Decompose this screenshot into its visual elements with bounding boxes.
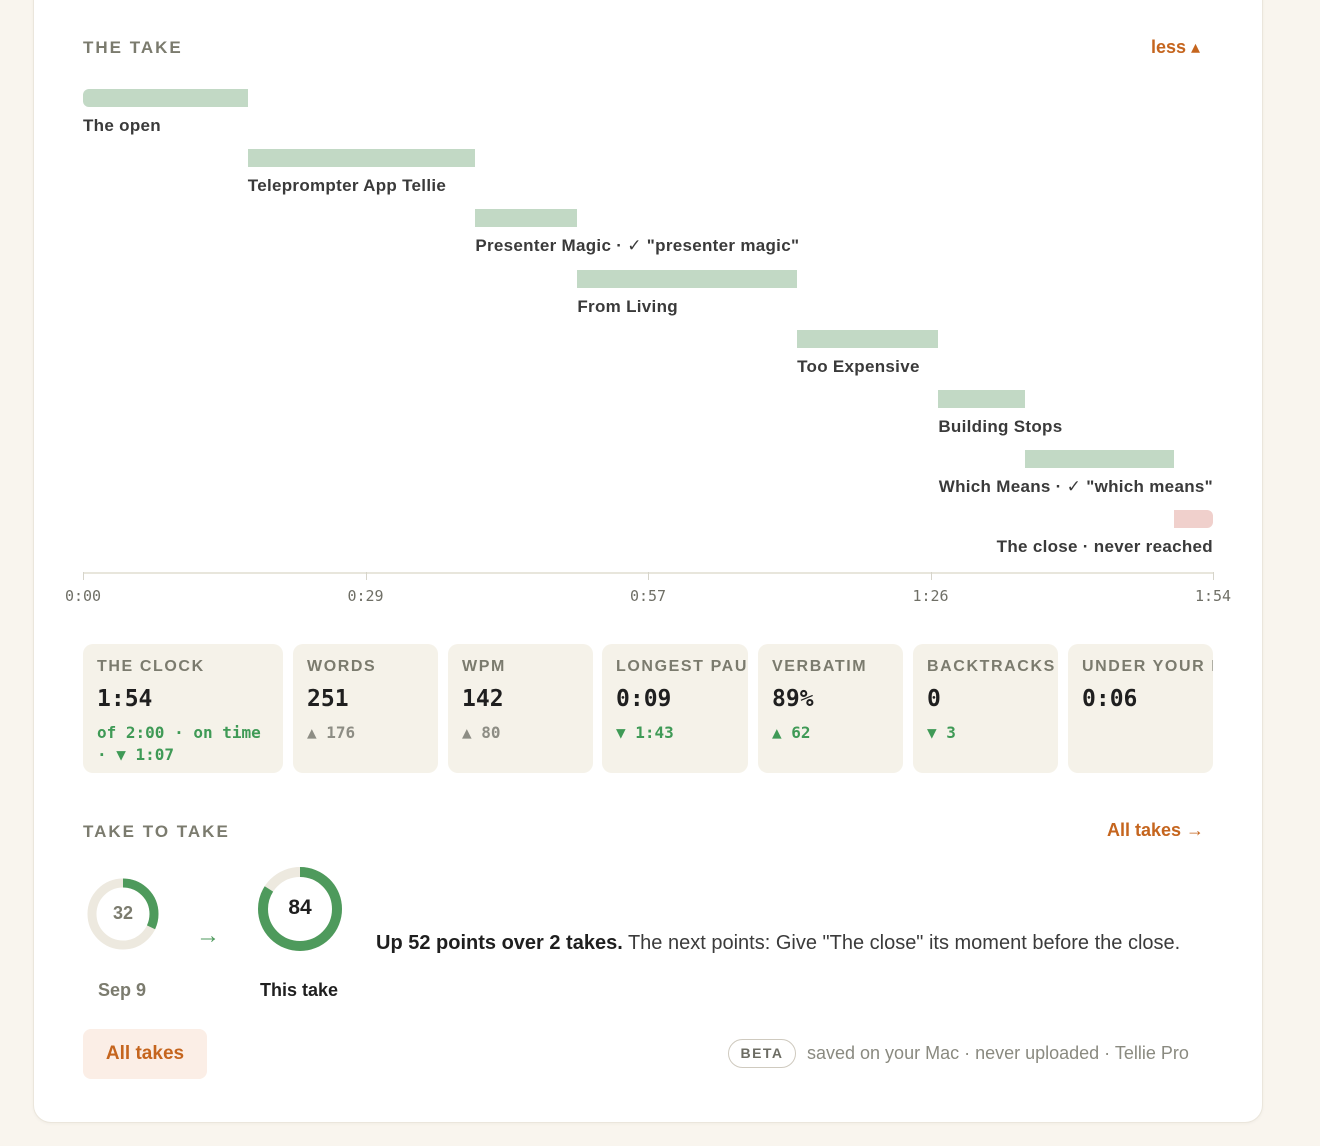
stat-value: 251 [307,686,349,712]
timeline-segment-bar[interactable] [475,209,578,227]
less-toggle-link[interactable]: less ▴ [1151,37,1201,57]
timeline-segment-bar[interactable] [577,270,798,288]
stat-delta: ▲ 80 [462,723,501,742]
stat-delta: ▲ 176 [307,723,356,742]
previous-ring-progress [87,878,159,950]
storage-note: saved on your Mac · never uploaded · Tel… [807,1043,1189,1063]
axis-tick-mark [648,572,649,580]
stat-card: VERBATIM 89% ▲ 62 [758,644,903,773]
timeline-segment-label: The close · never reached [996,537,1213,556]
beta-badge: BETA [728,1039,796,1068]
stat-card: BACKTRACKS 0 ▼ 3 [913,644,1058,773]
take-report-card [33,0,1263,1123]
all-takes-link[interactable]: All takes → [1107,820,1205,840]
previous-take-date: Sep 9 [97,980,147,1000]
timeline-segment-label: Building Stops [938,417,1063,436]
stat-card: LONGEST PAUSE 0:09 ▼ 1:43 [602,644,748,773]
timeline-segment-label: Presenter Magic · ✓ "presenter magic" [475,236,800,255]
all-takes-button[interactable]: All takes [83,1029,207,1079]
stat-delta: ▲ 62 [772,723,811,742]
summary-advice: The next points: Give "The close" its mo… [622,932,1181,954]
stat-card: THE CLOCK 1:54 of 2:00 · on time · ▼ 1:07 [83,644,283,773]
timeline-segment-bar[interactable] [938,390,1025,408]
axis-tick-label: 0:00 [64,587,102,605]
axis-tick-label: 0:29 [347,587,384,605]
timeline-segment-bar[interactable] [247,149,476,167]
stat-value: 0 [927,686,941,712]
stat-delta: ▼ 3 [927,723,956,742]
stat-label: LONGEST PAUSE [616,658,748,675]
stat-delta: ▼ 1:43 [616,723,674,742]
current-ring-progress [258,867,342,951]
timeline-segment-label: Too Expensive [797,357,920,376]
axis-tick-mark [1213,572,1214,580]
stat-value: 1:54 [97,686,153,712]
timeline-segment-bar[interactable] [83,89,248,107]
axis-tick-mark [83,572,84,580]
stat-label: THE CLOCK [97,658,205,675]
current-ring-svg [258,867,342,951]
axis-tick-mark [930,572,932,580]
stat-card: UNDER YOUR LIMIT 0:06 [1068,644,1213,773]
current-take-caption: This take [259,980,339,1000]
timeline-segment-label: From Living [577,297,678,316]
stat-value: 0:06 [1082,686,1138,712]
previous-ring-svg [87,878,159,950]
stat-label: WORDS [307,658,377,675]
stat-card: WORDS 251 ▲ 176 [293,644,438,773]
axis-tick-mark [365,572,367,580]
stat-card: WPM 142 ▲ 80 [448,644,593,773]
timeline-segment-bar[interactable] [797,330,939,348]
current-take-score-ring: 84 [256,865,344,953]
previous-score: 32 [112,903,134,923]
axis-tick-label: 1:26 [912,587,949,605]
take-to-take-title: TAKE TO TAKE [83,822,230,841]
stat-delta: of 2:00 · on time · ▼ 1:07 [97,723,261,764]
timeline-segment-bar[interactable] [1173,510,1213,528]
previous-take-score-ring: 32 [85,876,161,952]
summary-headline: Up 52 points over 2 takes. [376,932,623,954]
improvement-summary: Up 52 points over 2 takes. The next poin… [376,926,1206,961]
current-score: 84 [288,896,312,919]
stat-label: WPM [462,658,506,675]
timeline-segment-label: Teleprompter App Tellie [247,176,447,195]
stat-value: 0:09 [616,686,672,712]
timeline-segment-label: The open [83,116,161,135]
take-section-title: THE TAKE [83,38,183,57]
timeline-segment-bar[interactable] [1024,450,1174,468]
stat-value: 142 [462,686,504,712]
stat-label: VERBATIM [772,658,868,675]
axis-tick-label: 0:57 [629,587,667,605]
arrow-right-icon: → [196,922,220,949]
stat-label: UNDER YOUR LIMIT [1082,658,1213,675]
stat-label: BACKTRACKS [927,658,1056,675]
timeline-segment-label: Which Means · ✓ "which means" [938,477,1213,496]
axis-tick-label: 1:54 [1194,587,1232,605]
stat-value: 89% [772,686,814,712]
